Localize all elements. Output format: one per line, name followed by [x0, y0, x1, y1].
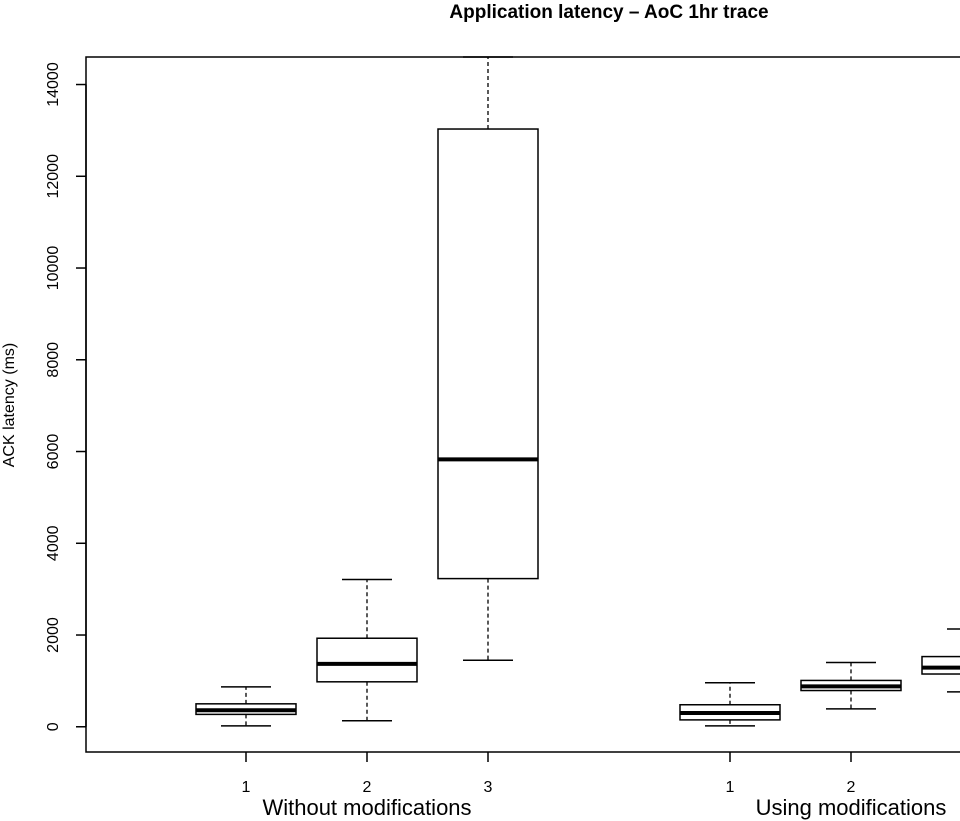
- y-tick-label: 10000: [45, 246, 62, 291]
- x-tick-label: 1: [726, 779, 735, 796]
- y-tick-label: 14000: [45, 62, 62, 107]
- x-tick-label: 2: [847, 779, 856, 796]
- box-using-1: [679, 681, 781, 727]
- x-tick-label: 3: [484, 779, 493, 796]
- box-without-1: [195, 686, 297, 727]
- box-using-2: [800, 661, 902, 710]
- group-label: Without modifications: [262, 795, 471, 820]
- y-tick-label: 0: [45, 722, 62, 731]
- y-tick-label: 4000: [45, 525, 62, 561]
- iqr-box: [316, 637, 418, 683]
- iqr-box: [437, 128, 539, 580]
- boxes: [195, 56, 960, 727]
- box-without-3: [437, 56, 539, 662]
- chart-title: Application latency – AoC 1hr trace: [449, 2, 768, 23]
- y-tick-label: 2000: [45, 617, 62, 653]
- y-axis-label: ACK latency (ms): [1, 343, 18, 467]
- y-axis: 0 2000 4000 6000 8000 10000 12000 14000: [45, 62, 87, 731]
- y-tick-label: 12000: [45, 154, 62, 199]
- group-label: Using modifications: [756, 795, 947, 820]
- y-tick-label: 6000: [45, 434, 62, 470]
- y-tick-label: 8000: [45, 342, 62, 378]
- x-tick-label: 1: [242, 779, 251, 796]
- iqr-box: [921, 655, 960, 675]
- box-without-2: [316, 578, 418, 722]
- box-using-3: [921, 628, 960, 693]
- x-tick-label: 2: [363, 779, 372, 796]
- x-axis: Without modifications 1 2 3 Using modificati…: [242, 752, 947, 820]
